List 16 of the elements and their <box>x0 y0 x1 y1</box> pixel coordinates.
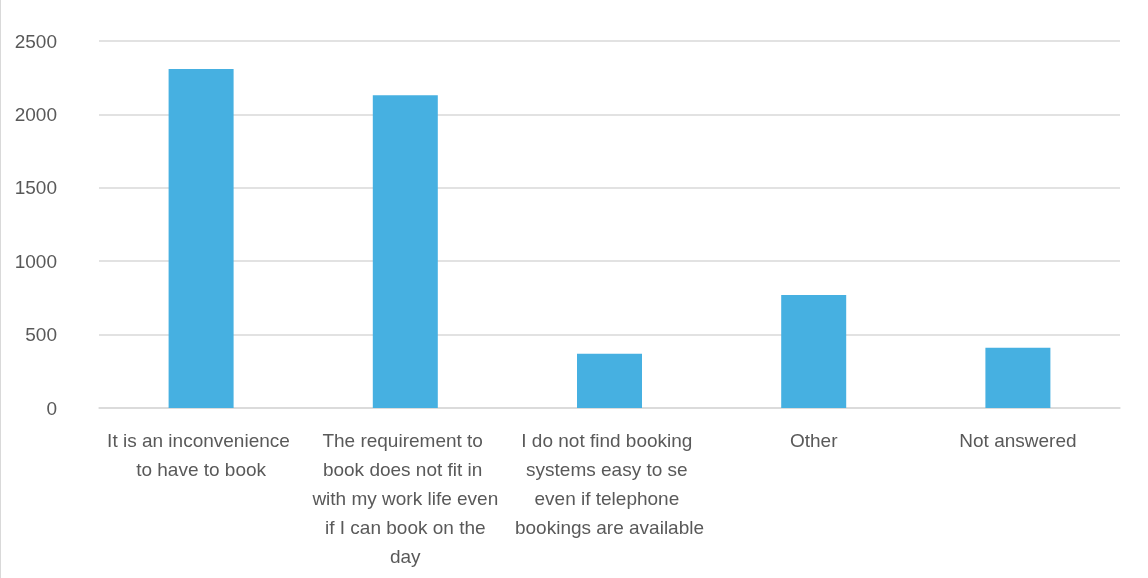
y-tick-label: 2500 <box>14 30 57 52</box>
bar <box>781 294 847 408</box>
y-tick-label: 1000 <box>14 250 57 272</box>
bar <box>985 347 1051 408</box>
bar <box>577 353 642 408</box>
x-tick-label: It is an inconvenience to have to book <box>107 430 296 480</box>
y-tick-label: 1500 <box>14 177 57 199</box>
bar <box>372 95 438 408</box>
bar <box>168 68 234 408</box>
x-tick-label: Not answered <box>959 430 1077 451</box>
y-tick-label: 500 <box>25 324 57 346</box>
y-tick-label: 0 <box>46 397 57 419</box>
x-tick-label: The requirement to book does not fit in with my work life even if I can book on the day <box>311 430 499 567</box>
y-tick-label: 2000 <box>14 103 57 125</box>
x-tick-label: I do not find booking systems easy to se even if telephone bookings are available <box>514 430 705 538</box>
x-tick-label: Other <box>789 430 839 451</box>
